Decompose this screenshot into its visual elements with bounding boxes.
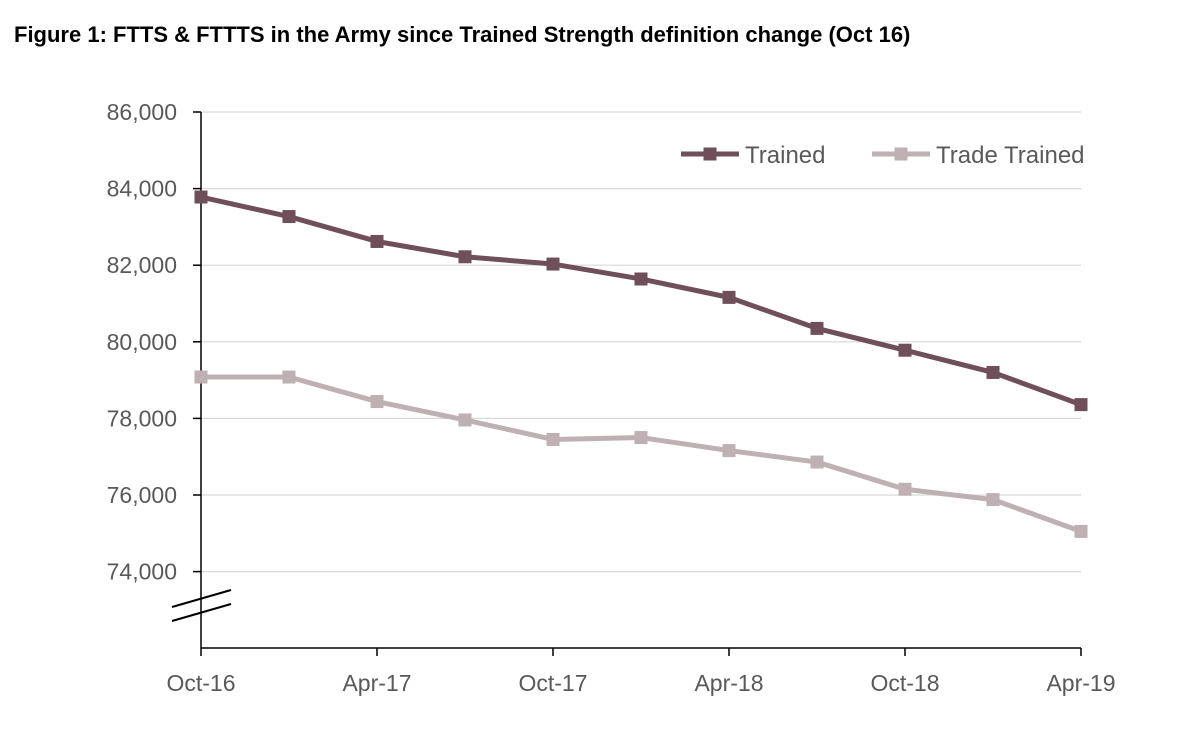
chart-title: Figure 1: FTTS & FTTTS in the Army since…: [14, 22, 911, 47]
data-point-marker: [986, 493, 1000, 507]
data-point-marker: [898, 482, 912, 496]
data-point-marker: [546, 257, 560, 271]
legend-item-trade-trained: Trade Trained: [872, 142, 1085, 169]
axes: 86,000 84,000 82,000 80,000 78,000 76,000 74,0…: [107, 99, 1116, 696]
gridlines: [201, 111, 1081, 573]
y-tick-label: 74,000: [107, 559, 177, 585]
axis-break-mark: [171, 603, 232, 622]
axis-break-mark: [171, 589, 232, 608]
data-point-marker: [458, 413, 472, 427]
data-point-marker: [634, 431, 648, 445]
data-point-marker: [194, 190, 208, 204]
data-point-marker: [986, 365, 1000, 379]
data-point-marker: [282, 210, 296, 224]
data-point-marker: [370, 395, 384, 409]
series-layer: [194, 190, 1088, 538]
data-point-marker: [194, 370, 208, 384]
y-tick-label: 84,000: [107, 176, 177, 202]
x-tick-label: Apr-19: [1046, 670, 1115, 696]
series-trade-trained: [194, 370, 1088, 538]
series-line: [201, 374, 1082, 534]
x-tick-label: Oct-17: [518, 670, 587, 696]
y-tick-label: 76,000: [107, 482, 177, 508]
legend-label: Trained: [745, 142, 825, 169]
data-point-marker: [282, 370, 296, 384]
x-tick-label: Apr-18: [694, 670, 763, 696]
y-tick-label: 82,000: [107, 252, 177, 278]
data-point-marker: [546, 432, 560, 446]
data-point-marker: [1074, 524, 1088, 538]
legend-marker-swatch: [703, 147, 717, 161]
data-point-marker: [1074, 398, 1088, 412]
legend-label: Trade Trained: [936, 142, 1085, 169]
data-point-marker: [722, 290, 736, 304]
y-tick-label: 80,000: [107, 329, 177, 355]
data-point-marker: [810, 455, 824, 469]
data-point-marker: [458, 250, 472, 264]
series-trained: [194, 190, 1088, 412]
x-tick-label: Apr-17: [342, 670, 411, 696]
data-point-marker: [898, 343, 912, 357]
legend-marker-swatch: [894, 147, 908, 161]
y-tick-label: 78,000: [107, 405, 177, 431]
legend: Trained Trade Trained: [681, 142, 1085, 169]
data-point-marker: [722, 444, 736, 458]
series-line: [200, 194, 1082, 407]
data-point-marker: [370, 234, 384, 248]
legend-item-trained: Trained: [681, 142, 825, 169]
data-point-marker: [810, 321, 824, 335]
data-point-marker: [634, 272, 648, 286]
y-tick-label: 86,000: [107, 99, 177, 125]
x-tick-label: Oct-18: [870, 670, 939, 696]
x-tick-label: Oct-16: [166, 670, 235, 696]
